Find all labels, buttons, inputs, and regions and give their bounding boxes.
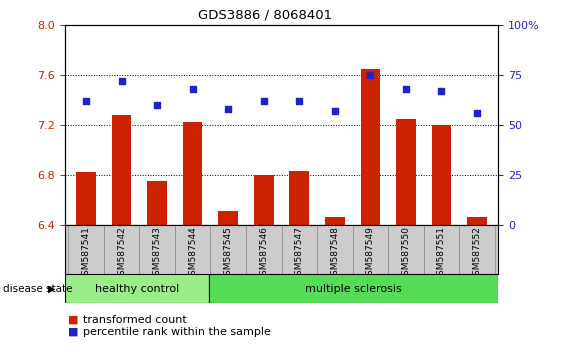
Bar (317, 225, 352, 274)
Text: GSM587550: GSM587550 (401, 226, 410, 281)
Bar (148, 181, 167, 225)
Text: GSM587544: GSM587544 (188, 226, 197, 281)
Bar (211, 225, 246, 274)
Bar (254, 175, 274, 225)
Text: GSM587542: GSM587542 (117, 226, 126, 281)
Bar (360, 69, 380, 225)
Text: transformed count: transformed count (83, 315, 187, 325)
Point (224, 106, 233, 112)
Text: GSM587548: GSM587548 (330, 226, 339, 281)
Bar (183, 122, 203, 225)
Bar (282, 225, 317, 274)
Text: GSM587549: GSM587549 (366, 226, 375, 281)
Bar (388, 225, 423, 274)
Text: GSM587547: GSM587547 (295, 226, 304, 281)
Bar (289, 171, 309, 225)
Bar (68, 225, 104, 274)
Bar (209, 274, 498, 303)
Point (82, 98, 91, 104)
Point (401, 86, 410, 92)
Bar (352, 225, 388, 274)
Bar (104, 225, 140, 274)
Point (330, 108, 339, 114)
Point (437, 88, 446, 93)
Text: healthy control: healthy control (95, 284, 179, 293)
Text: GSM587543: GSM587543 (153, 226, 162, 281)
Bar (423, 225, 459, 274)
Bar (459, 225, 495, 274)
Text: ■: ■ (68, 315, 78, 325)
Bar (112, 115, 131, 225)
Text: GSM587551: GSM587551 (437, 226, 446, 281)
Point (295, 98, 304, 104)
Text: GDS3886 / 8068401: GDS3886 / 8068401 (198, 9, 332, 22)
Point (117, 78, 126, 84)
Text: GSM587541: GSM587541 (82, 226, 91, 281)
Text: disease state: disease state (3, 284, 72, 293)
Bar (218, 211, 238, 225)
Bar (325, 217, 345, 225)
Point (366, 72, 375, 78)
Bar (396, 119, 415, 225)
Bar (65, 274, 209, 303)
Bar (77, 172, 96, 225)
Point (259, 98, 268, 104)
Bar (175, 225, 211, 274)
Point (472, 110, 481, 116)
Text: ■: ■ (68, 327, 78, 337)
Text: GSM587546: GSM587546 (259, 226, 268, 281)
Bar (432, 125, 451, 225)
Point (153, 102, 162, 108)
Point (188, 86, 197, 92)
Bar (467, 217, 486, 225)
Text: ▶: ▶ (48, 284, 55, 293)
Bar (140, 225, 175, 274)
Text: multiple sclerosis: multiple sclerosis (305, 284, 402, 293)
Text: GSM587545: GSM587545 (224, 226, 233, 281)
Bar (246, 225, 282, 274)
Text: percentile rank within the sample: percentile rank within the sample (83, 327, 271, 337)
Text: GSM587552: GSM587552 (472, 226, 481, 281)
